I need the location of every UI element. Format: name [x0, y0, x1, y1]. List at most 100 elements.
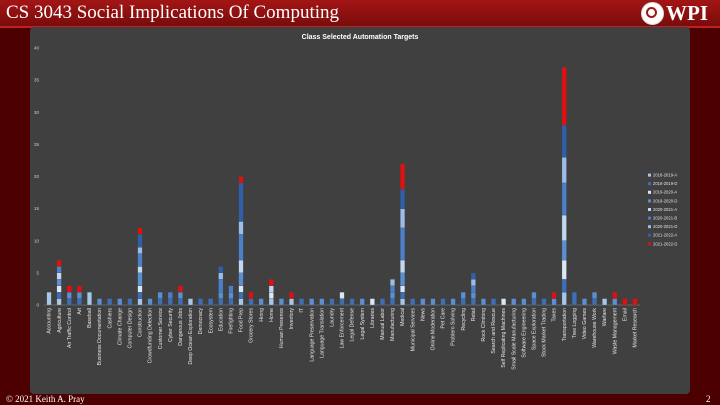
x-tick-label: Rock Climbing — [481, 308, 487, 342]
bar-segment — [531, 292, 537, 299]
bar-segment — [188, 298, 193, 306]
bar-stack — [66, 285, 72, 306]
bar-segment — [97, 298, 102, 306]
x-tick-label: Food Prep — [239, 308, 245, 332]
x-tick-label: Hiring — [259, 308, 265, 322]
bar-stack — [491, 298, 496, 306]
x-tick-label: Education — [218, 308, 224, 331]
bar-segment — [400, 259, 406, 273]
bar-segment — [218, 266, 224, 273]
x-tick-label: Small Scale Manufacturing — [511, 308, 517, 370]
bar-segment — [531, 298, 537, 306]
bar-segment — [66, 292, 72, 299]
legend-swatch — [648, 208, 651, 211]
x-tick-label: Human Presence — [279, 308, 285, 348]
x-tick-label: Business Documentation — [97, 308, 103, 365]
bar-stack — [157, 292, 163, 306]
bar-segment — [56, 266, 62, 273]
bar-segment — [582, 298, 587, 306]
x-tick-label: Democracy — [198, 308, 204, 335]
bar-segment — [107, 298, 113, 306]
bar-stack — [501, 298, 507, 306]
bar-segment — [228, 292, 234, 299]
bar-segment — [76, 292, 82, 299]
bar-segment — [592, 292, 597, 299]
x-tick-label: Transportation — [562, 308, 568, 341]
legend-item: 2019-2020-D — [648, 198, 677, 203]
legend-swatch — [648, 216, 651, 220]
bar-stack — [147, 298, 153, 306]
bar-stack — [198, 298, 203, 306]
bar-segment — [157, 292, 163, 299]
bar-segment — [147, 298, 153, 306]
bar-segment — [561, 279, 567, 293]
bar-segment — [541, 298, 547, 306]
bar-segment — [561, 259, 567, 280]
bar-stack — [167, 292, 173, 306]
x-tick-label: Search and Rescue — [491, 308, 497, 354]
legend-swatch — [648, 225, 651, 229]
bar-segment — [278, 298, 284, 306]
bar-segment — [238, 182, 244, 222]
bar-segment — [218, 298, 224, 306]
bar-stack — [582, 298, 587, 306]
bar-stack — [430, 298, 436, 306]
bar-stack — [541, 298, 547, 306]
bar-segment — [339, 298, 345, 306]
bar-segment — [400, 163, 406, 190]
x-tick-label: Space Exploration — [532, 308, 538, 350]
bar-segment — [622, 298, 628, 306]
bar-stack — [440, 298, 446, 306]
x-tick-label: Retail — [471, 308, 477, 321]
legend-swatch — [648, 199, 651, 203]
bar-stack — [390, 279, 395, 306]
y-tick-label: 20 — [34, 174, 40, 179]
bar-stack — [208, 298, 214, 306]
legend-label: 2019-2020-D — [653, 198, 677, 203]
bar-segment — [228, 285, 234, 293]
bar-segment — [571, 292, 577, 306]
x-tick-label: IT — [299, 307, 305, 312]
bar-stack — [97, 298, 102, 306]
bar-segment — [238, 221, 244, 235]
wpi-seal-icon — [641, 2, 664, 25]
bar-segment — [258, 298, 264, 306]
bar-segment — [157, 298, 163, 306]
x-tick-label: Manufacturing — [390, 308, 396, 341]
y-tick-label: 10 — [34, 238, 40, 243]
bar-stack — [188, 298, 193, 306]
bar-segment — [218, 279, 224, 293]
x-tick-label: Language Preservation — [309, 308, 315, 362]
bar-stack — [268, 279, 274, 306]
legend-item: 2018-2019-D — [648, 181, 677, 186]
bar-segment — [400, 285, 406, 293]
x-tick-label: Pet Care — [441, 308, 447, 329]
bar-segment — [218, 272, 224, 280]
bar-segment — [238, 292, 244, 299]
bar-segment — [501, 298, 507, 306]
bar-segment — [56, 259, 62, 267]
bar-segment — [238, 285, 244, 293]
bar-segment — [521, 298, 527, 306]
x-tick-label: Cyber Security — [168, 308, 174, 342]
bar-segment — [400, 227, 406, 261]
x-tick-label: Email — [622, 308, 628, 321]
bar-segment — [612, 292, 618, 299]
x-tick-label: Laundry — [329, 308, 335, 327]
bar-segment — [470, 292, 476, 299]
bar-segment — [117, 298, 123, 306]
bars — [46, 67, 638, 306]
automation-targets-chart: Class Selected Automation Targets 0 5 10 15… — [34, 34, 677, 370]
x-tick-label: Warfare — [602, 308, 608, 326]
bar-segment — [430, 298, 436, 306]
x-tick-label: Recycling — [461, 308, 467, 331]
course-title: CS 3043 Social Implications Of Computing — [6, 2, 340, 23]
x-tick-label: Tree Logging — [572, 308, 578, 338]
bar-stack — [289, 292, 294, 306]
bar-segment — [137, 292, 143, 299]
bar-segment — [137, 298, 143, 306]
bar-segment — [551, 298, 557, 306]
x-tick-label: Market Research — [633, 308, 639, 348]
y-tick-label: 35 — [34, 78, 40, 83]
bar-segment — [470, 272, 476, 280]
